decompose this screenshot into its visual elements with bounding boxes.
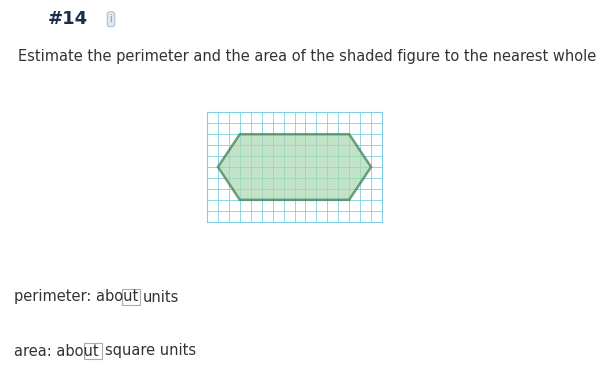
Polygon shape <box>218 134 371 200</box>
Text: i: i <box>110 14 112 24</box>
FancyBboxPatch shape <box>84 343 102 359</box>
Text: area: about: area: about <box>14 344 98 359</box>
Text: perimeter: about: perimeter: about <box>14 290 138 304</box>
Text: #14: #14 <box>48 10 88 28</box>
Text: Estimate the perimeter and the area of the shaded figure to the nearest whole nu: Estimate the perimeter and the area of t… <box>18 48 600 63</box>
Text: square units: square units <box>105 344 196 359</box>
Text: units: units <box>143 290 179 304</box>
FancyBboxPatch shape <box>122 289 140 305</box>
